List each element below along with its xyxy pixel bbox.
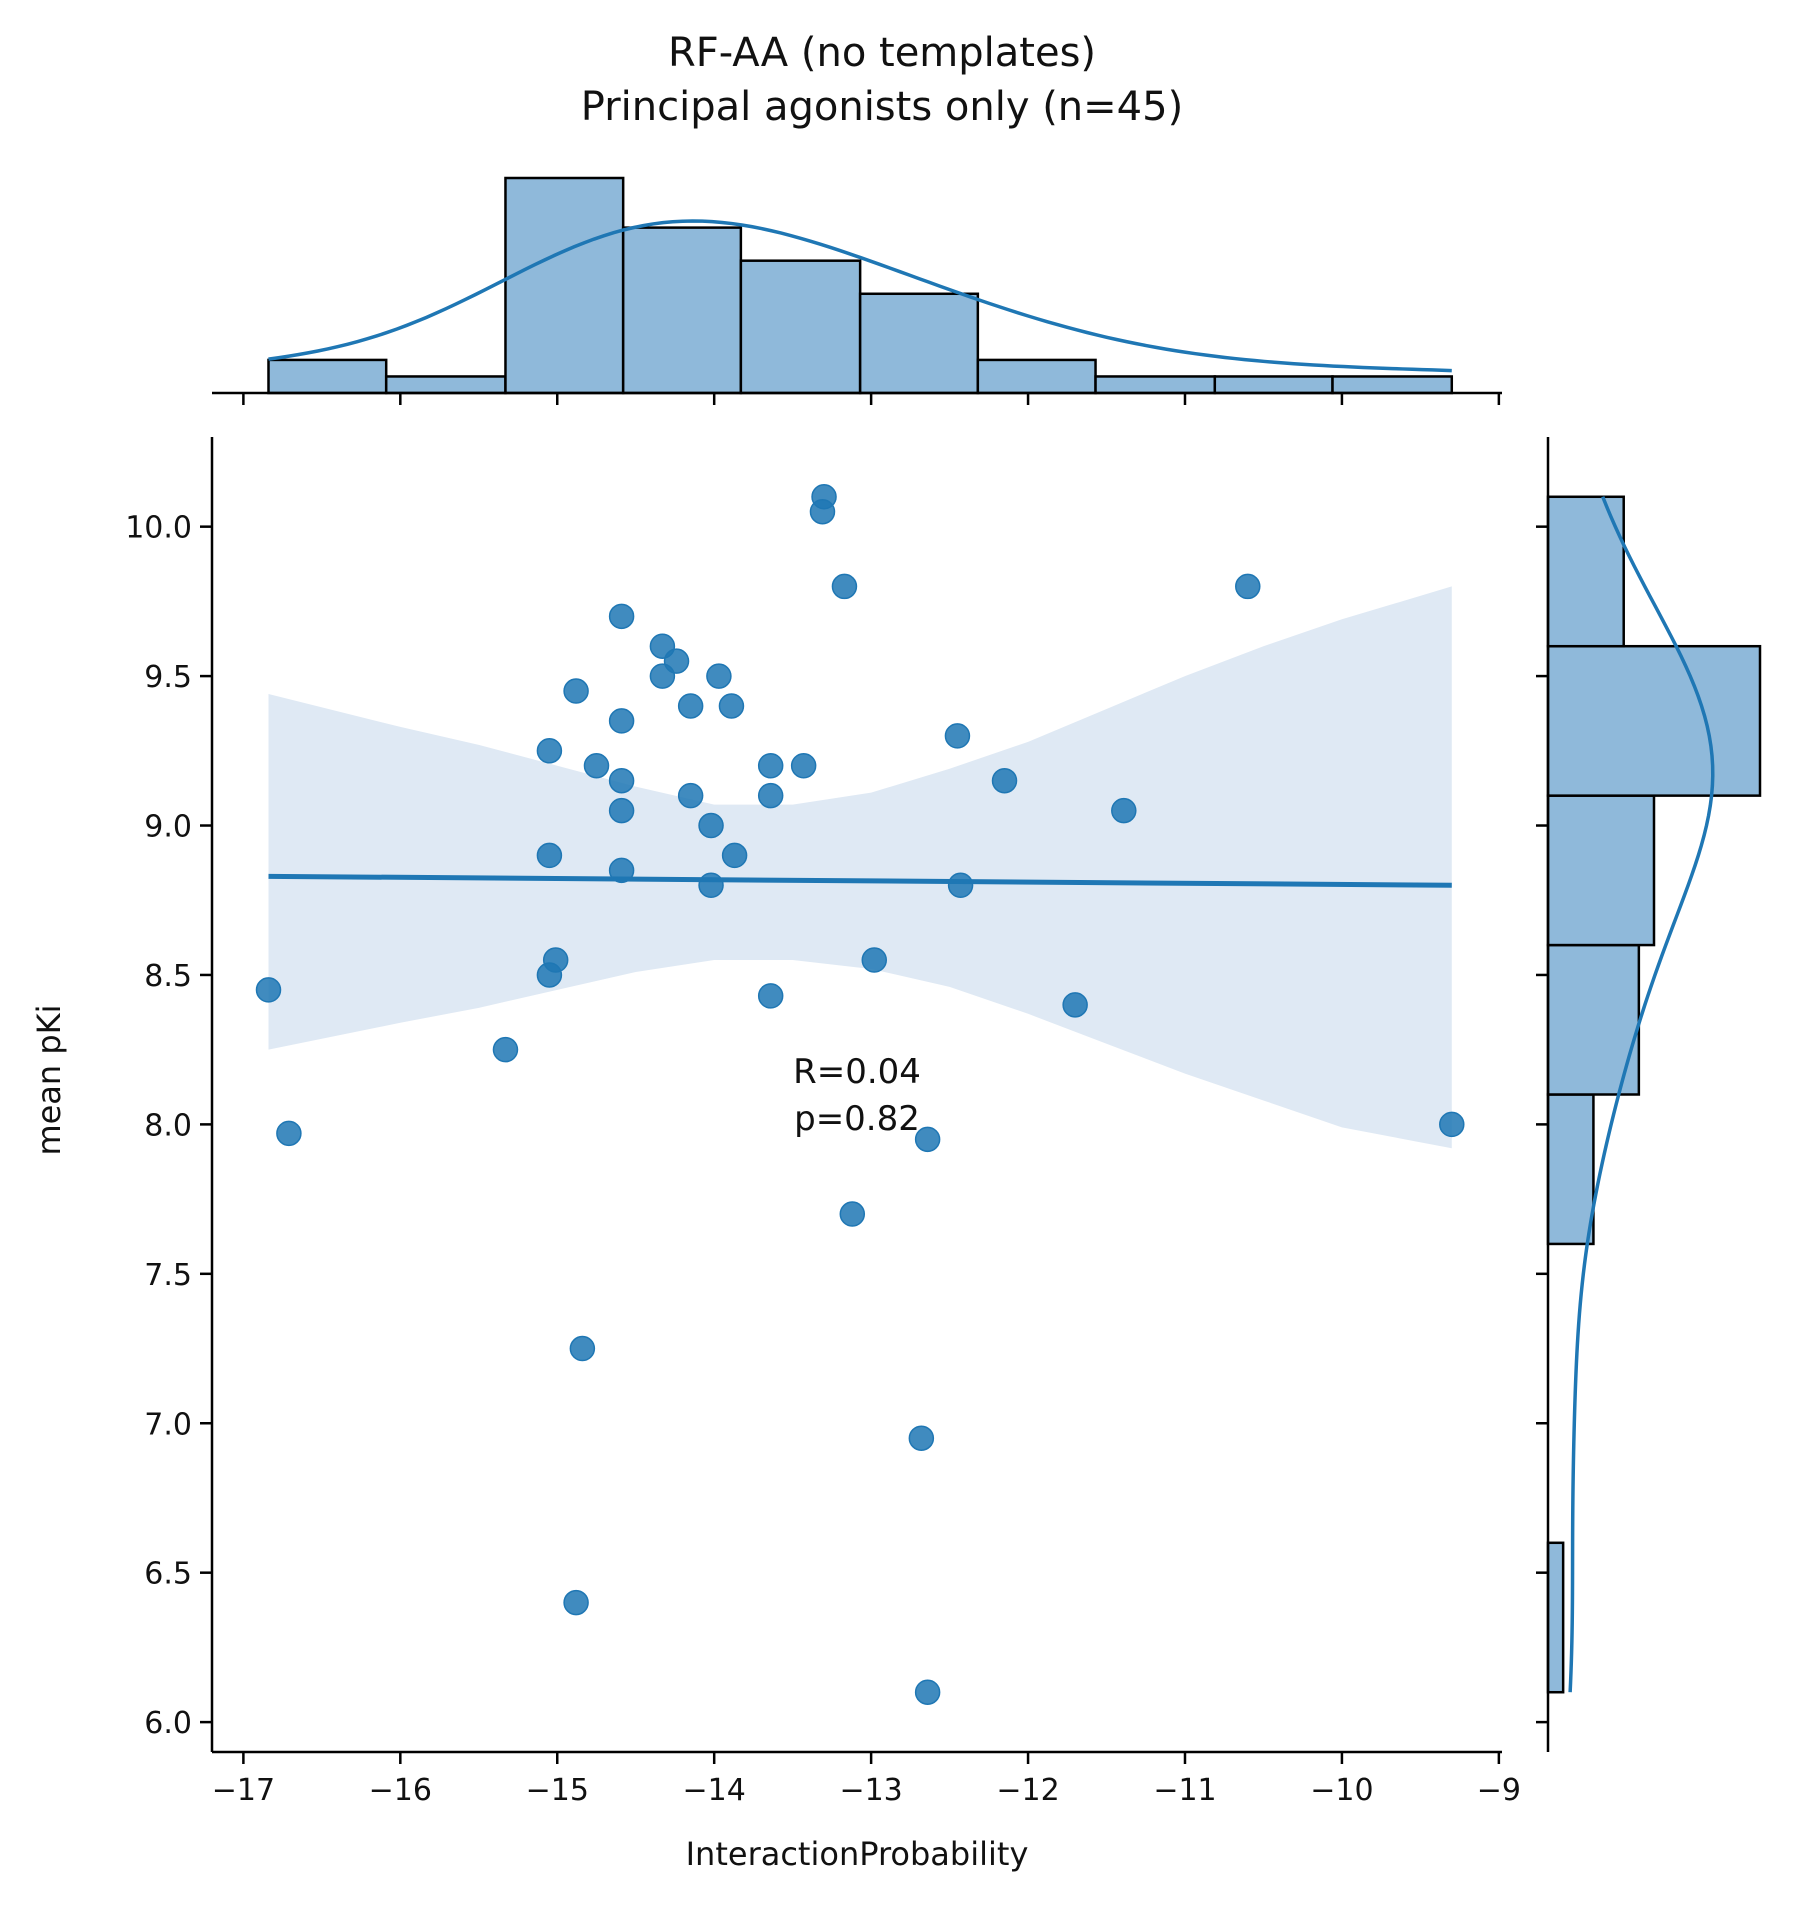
scatter-point xyxy=(721,842,748,869)
scatter-point xyxy=(839,1201,866,1227)
x-hist-bar xyxy=(1094,375,1217,395)
scatter-point xyxy=(706,663,732,689)
y-hist-bar xyxy=(1546,1093,1595,1246)
scatter-point xyxy=(914,1126,941,1153)
y-hist-bar xyxy=(1546,495,1625,648)
y-tick-label: 7.5 xyxy=(144,1258,192,1293)
y-hist-bar xyxy=(1546,794,1656,947)
scatter-point xyxy=(790,753,817,779)
scatter-point xyxy=(757,782,784,809)
scatter-point xyxy=(1439,1111,1465,1138)
p-value-annotation: p=0.82 xyxy=(794,1099,920,1139)
scatter-point xyxy=(718,693,745,719)
scatter-point xyxy=(991,767,1018,794)
x-tick-label: −13 xyxy=(839,1773,902,1808)
scatter-point xyxy=(255,977,282,1003)
x-hist-bar xyxy=(1213,375,1334,395)
y-tick-label: 10.0 xyxy=(125,511,192,546)
scatter-point xyxy=(831,573,858,600)
scatter-point xyxy=(677,782,704,809)
y-tick-label: 8.0 xyxy=(144,1108,192,1143)
chart-subtitle: Principal agonists only (n=45) xyxy=(581,84,1183,130)
scatter-point xyxy=(698,872,724,899)
regression-line-group xyxy=(268,873,1452,888)
y-tick-label: 9.0 xyxy=(144,810,192,845)
confidence-band-area xyxy=(268,586,1452,1149)
scatter-point xyxy=(608,767,635,794)
scatter-point xyxy=(608,603,635,630)
scatter-point xyxy=(1111,797,1137,824)
y-kde-curve xyxy=(1568,496,1715,1693)
x-marginal-histogram xyxy=(212,176,1502,405)
x-tick-label: −17 xyxy=(212,1773,275,1808)
tick-labels: −17 −16 −15 −14 −13 −12 −11 −10 −9 6.0 6.5 7.0 7.5 8.… xyxy=(125,511,1521,1808)
y-hist-bar xyxy=(1546,1541,1565,1694)
x-hist-bar xyxy=(267,358,388,395)
y-axis-label: mean pKi xyxy=(30,1004,68,1155)
scatter-point xyxy=(947,872,974,899)
x-hist-bar xyxy=(621,226,743,395)
x-hist-bar xyxy=(384,375,507,395)
x-kde-curve xyxy=(268,219,1452,373)
scatter-point xyxy=(569,1335,596,1362)
scatter-point xyxy=(1062,992,1088,1018)
scatter-points xyxy=(255,484,1465,1705)
scatter-point xyxy=(536,842,563,869)
scatter-point xyxy=(908,1425,935,1451)
chart-title: RF-AA (no templates) xyxy=(668,30,1096,76)
x-hist-bar xyxy=(1331,375,1454,395)
x-tick-label: −15 xyxy=(526,1773,589,1808)
x-tick-label: −12 xyxy=(996,1773,1059,1808)
x-hist-bar xyxy=(858,292,980,395)
scatter-point xyxy=(698,812,724,839)
y-tick-label: 6.5 xyxy=(144,1557,192,1592)
x-tick-label: −9 xyxy=(1477,1773,1521,1808)
scatter-point xyxy=(757,983,784,1009)
scatter-point xyxy=(1235,573,1261,600)
scatter-point xyxy=(608,708,635,734)
confidence-band xyxy=(268,586,1452,1149)
scatter-point xyxy=(542,947,569,973)
x-tick-label: −11 xyxy=(1153,1773,1216,1808)
y-marginal-histogram xyxy=(1536,437,1762,1752)
scatter-point xyxy=(608,857,635,884)
scatter-point xyxy=(861,947,888,973)
x-tick-label: −14 xyxy=(683,1773,746,1808)
y-tick-label: 8.5 xyxy=(144,959,192,994)
scatter-point xyxy=(757,753,784,779)
main-axes xyxy=(200,437,1502,1764)
scatter-point xyxy=(583,753,610,779)
x-tick-label: −10 xyxy=(1310,1773,1373,1808)
scatter-point xyxy=(276,1120,302,1147)
scatter-point xyxy=(914,1679,941,1705)
scatter-point xyxy=(944,723,971,749)
y-tick-label: 9.5 xyxy=(144,660,192,695)
x-hist-bar xyxy=(739,259,862,395)
x-axis-label: InteractionProbability xyxy=(686,1835,1029,1873)
y-hist-bar xyxy=(1546,644,1762,797)
x-tick-label: −16 xyxy=(369,1773,432,1808)
x-hist-bar xyxy=(504,176,625,395)
scatter-point xyxy=(663,648,690,674)
scatter-point xyxy=(677,693,704,719)
scatter-point xyxy=(563,1589,589,1616)
scatter-point xyxy=(536,738,563,764)
x-hist-bar xyxy=(976,358,1097,395)
scatter-point xyxy=(563,678,589,704)
scatter-point xyxy=(608,797,635,824)
scatter-point xyxy=(492,1036,519,1063)
y-tick-label: 7.0 xyxy=(144,1407,192,1442)
scatter-point xyxy=(809,498,836,525)
y-tick-label: 6.0 xyxy=(144,1706,192,1741)
correlation-annotation: R=0.04 xyxy=(793,1052,921,1092)
regression-line xyxy=(268,873,1452,888)
